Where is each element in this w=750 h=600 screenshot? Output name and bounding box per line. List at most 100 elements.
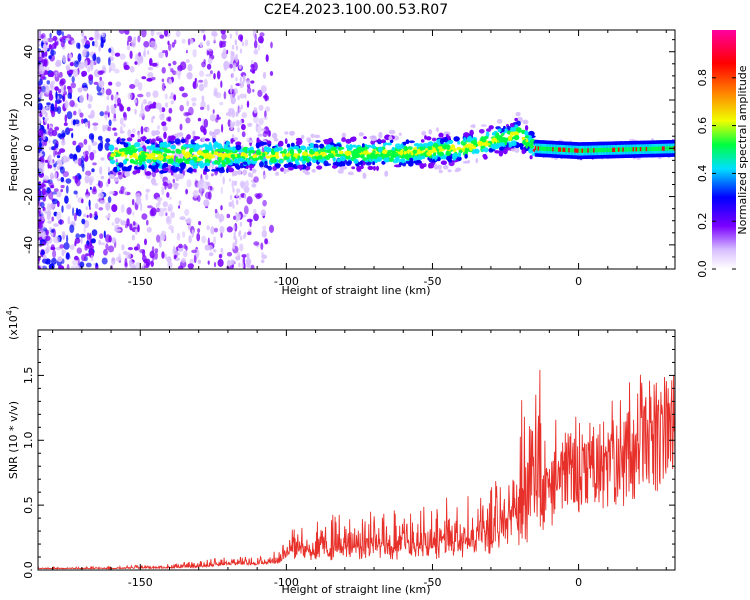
spectrogram-cell <box>552 147 555 152</box>
spectrogram-cell <box>232 187 235 193</box>
spectrogram-cell <box>455 167 462 172</box>
spectrogram-cell <box>252 157 259 162</box>
spectrogram-cell <box>549 146 552 152</box>
spectrogram-cell <box>207 260 210 265</box>
spectrogram-cell <box>159 142 164 148</box>
spectrogram-cell <box>324 149 331 153</box>
spectrogram-cell <box>286 143 291 148</box>
spectrogram-cell <box>231 44 235 50</box>
spectrogram-cell <box>41 188 47 196</box>
spectrogram-cell <box>109 191 115 195</box>
spectrogram-cell <box>507 135 513 141</box>
spectrogram-cell <box>255 194 261 200</box>
spectrogram-cell <box>385 151 393 157</box>
spectrogram-cell <box>82 87 88 92</box>
spectrogram-cell <box>296 164 304 169</box>
spectrogram-cell <box>159 34 165 39</box>
spectrogram-cell <box>311 169 316 173</box>
spectrogram-cell <box>159 170 165 174</box>
spectrogram-cell <box>161 207 167 212</box>
spectrogram-cell <box>129 155 133 159</box>
spectrogram-cell <box>362 143 365 149</box>
spectrogram-cell <box>362 157 367 161</box>
spectrogram-cell <box>87 244 94 250</box>
spectrogram-cell <box>220 205 223 211</box>
spectrogram-cell <box>149 40 156 48</box>
spectrogram-cell <box>559 147 562 152</box>
spectrogram-cell <box>81 198 84 204</box>
spectrogram-cell <box>628 147 631 152</box>
spectrogram-cell <box>510 141 517 147</box>
spectrogram-cell <box>457 152 462 158</box>
spectrogram-cell <box>83 138 88 145</box>
spectrogram-cell <box>561 147 564 152</box>
spectrogram-cell <box>58 148 66 153</box>
spectrogram-cell <box>196 233 201 242</box>
spectrogram-cell <box>269 71 274 76</box>
spectrogram-cell <box>283 168 287 174</box>
spectrogram-cell <box>98 45 101 52</box>
spectrogram-cell <box>335 153 342 157</box>
spectrogram-cell <box>243 169 246 176</box>
spectrogram-cell <box>190 139 195 145</box>
spectrogram-cell <box>152 90 159 98</box>
spectrogram-cell <box>54 40 57 49</box>
spectrogram-cell <box>109 156 114 160</box>
spectrogram-cell <box>141 265 145 269</box>
spectrogram-cell <box>45 229 49 236</box>
spectrogram-cell <box>146 128 150 132</box>
spectrogram-cell <box>577 148 580 153</box>
spectrogram-cell <box>253 107 258 114</box>
spectrogram-cell <box>168 43 172 51</box>
spectrogram-cell <box>514 117 518 122</box>
spectrogram-cell <box>46 203 52 212</box>
spectrogram-cell <box>67 85 71 90</box>
spectrogram-cell <box>134 61 138 65</box>
spectrogram-cell <box>529 155 533 160</box>
spectrogram-cell <box>134 228 138 235</box>
spectrogram-cell <box>206 50 209 56</box>
spectrogram-cell <box>162 167 169 172</box>
spectrogram-cell <box>221 161 226 168</box>
spectrogram-cell <box>91 229 98 237</box>
spectrogram-cell <box>38 124 41 130</box>
spectrogram-cell <box>211 173 214 177</box>
spectrogram-cell <box>58 71 63 78</box>
spectrogram-cell <box>147 66 154 71</box>
spectrogram-cell <box>220 232 223 238</box>
spectrogram-cell <box>146 159 151 164</box>
spectrogram-cell <box>74 255 79 261</box>
spectrogram-cell <box>337 169 344 174</box>
spectrogram-cell <box>217 152 224 158</box>
spectrogram-cell <box>119 53 126 60</box>
spectrogram-cell <box>229 63 233 69</box>
spectrogram-cell <box>509 123 515 128</box>
spectrogram-cell <box>175 158 179 163</box>
spectrogram-cell <box>478 129 485 134</box>
spectrogram-cell <box>509 127 516 133</box>
spectrogram-cell <box>186 179 192 188</box>
spectrogram-cell <box>141 30 147 38</box>
spectrogram-cell <box>67 92 72 99</box>
spectrogram-cell <box>233 225 236 231</box>
spectrogram-cell <box>85 262 92 268</box>
spectrogram-cell <box>396 156 400 161</box>
spectrogram-cell <box>241 124 246 131</box>
spectrogram-cell <box>345 138 352 144</box>
spectrogram-cell <box>150 144 154 150</box>
spectrogram-cell <box>244 39 249 47</box>
spectrogram-cell <box>38 42 41 47</box>
spectrogram-cell <box>314 134 321 139</box>
spectrogram-cell <box>189 258 194 265</box>
spectrogram-cell <box>247 122 253 127</box>
spectrogram-cell <box>235 192 239 198</box>
spectrogram-cell <box>60 184 65 189</box>
spectrogram-cell <box>193 162 198 168</box>
spectrogram-cell <box>68 40 71 45</box>
spectrogram-cell <box>132 152 137 158</box>
spectrogram-cell <box>137 82 143 91</box>
spectrogram-cell <box>200 30 206 34</box>
spectrogram-cell <box>606 147 609 153</box>
spectrogram-cell <box>565 147 568 153</box>
spectrogram-cell <box>314 151 319 157</box>
